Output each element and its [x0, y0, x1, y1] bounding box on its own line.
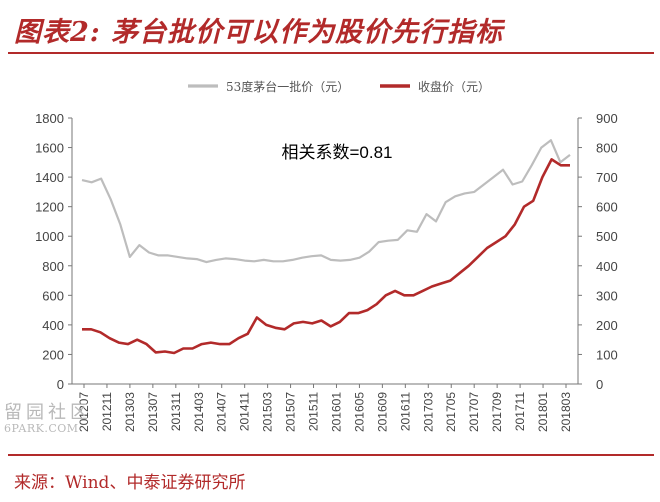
left-tick-label: 600: [42, 288, 64, 303]
source-note: 来源：Wind、中泰证券研究所: [14, 473, 246, 493]
x-tick-label: 201605: [352, 392, 366, 432]
right-tick-label: 500: [596, 229, 618, 244]
chart-title: 图表2: 茅台批价可以作为股价先行指标: [14, 17, 504, 48]
x-tick-label: 201803: [559, 392, 573, 432]
footer-divider: [8, 454, 654, 456]
left-tick-label: 200: [42, 347, 64, 362]
title-bar: 图表2: 茅台批价可以作为股价先行指标: [0, 0, 660, 62]
x-tick-label: 201611: [398, 392, 412, 431]
left-tick-label: 0: [57, 377, 64, 392]
left-tick-label: 800: [42, 259, 64, 274]
x-tick-label: 201711: [513, 392, 527, 431]
x-tick-label: 201207: [77, 392, 91, 432]
x-tick-label: 201503: [261, 392, 275, 432]
right-tick-label: 200: [596, 318, 618, 333]
right-tick-label: 300: [596, 288, 618, 303]
right-tick-label: 100: [596, 347, 618, 362]
title-divider: [8, 52, 654, 54]
series-layer: [81, 139, 571, 355]
x-tick-label: 201707: [467, 392, 481, 432]
x-tick-label: 201609: [375, 392, 389, 432]
watermark-top-text: 留园社区: [4, 402, 92, 423]
x-tick-label: 201507: [284, 392, 298, 432]
x-tick-label: 201703: [421, 392, 435, 432]
right-tick-label: 700: [596, 170, 618, 185]
x-tick-label: 201307: [146, 392, 160, 432]
right-tick-label: 0: [596, 377, 603, 392]
x-tick-label: 201801: [536, 392, 550, 432]
x-tick-label: 201601: [329, 392, 343, 432]
left-tick-label: 1800: [35, 111, 64, 126]
chart-area: 53度茅台一批价（元） 收盘价（元） 0200400600800100012001…: [35, 79, 618, 432]
legend: 53度茅台一批价（元） 收盘价（元）: [188, 79, 490, 94]
x-tick-label: 201511: [307, 392, 321, 431]
right-tick-label: 600: [596, 200, 618, 215]
correlation-annotation: 相关系数=0.81: [281, 143, 392, 162]
right-tick-label: 400: [596, 259, 618, 274]
right-tick-label: 900: [596, 111, 618, 126]
x-tick-label: 201403: [192, 392, 206, 432]
series-line-close-price: [82, 158, 570, 355]
x-tick-label: 201311: [169, 392, 183, 431]
watermark: 留园社区 6PARK.COM: [4, 398, 96, 435]
left-tick-label: 1600: [35, 141, 64, 156]
axes: 0 200 400 600 800 1000 1200 1400 1600 1800 0 100 200…: [35, 111, 618, 432]
x-tick-label: 201211: [100, 392, 114, 431]
left-tick-label: 1400: [35, 170, 64, 185]
left-tick-label: 1000: [35, 229, 64, 244]
legend-item-close-price-label: 收盘价（元）: [418, 79, 490, 94]
x-tick-label: 201705: [444, 392, 458, 432]
right-tick-label: 800: [596, 141, 618, 156]
legend-item-wholesale-price-label: 53度茅台一批价（元）: [226, 79, 349, 94]
series-line-wholesale-price: [81, 139, 571, 264]
x-tick-label: 201411: [238, 392, 252, 431]
x-tick-label: 201303: [123, 392, 137, 432]
left-tick-label: 1200: [35, 200, 64, 215]
x-tick-label: 201709: [490, 392, 504, 432]
x-tick-label: 201407: [215, 392, 229, 432]
left-tick-label: 400: [42, 318, 64, 333]
watermark-bottom-text: 6PARK.COM: [4, 422, 79, 435]
